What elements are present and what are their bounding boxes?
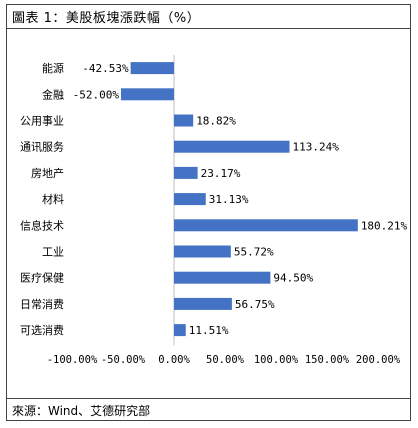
bar (174, 271, 271, 284)
data-label: -52.00% (73, 88, 120, 101)
data-label: 55.72% (234, 246, 274, 259)
x-tick-label: -50.00% (101, 354, 146, 366)
bar (174, 114, 194, 127)
x-tick-label: 0.00% (158, 354, 190, 366)
x-tick-label: 50.00% (206, 354, 245, 366)
data-label: 56.75% (235, 298, 275, 311)
x-tick-label: 150.00% (305, 354, 350, 366)
source-note: 來源：Wind、艾德研究部 (12, 404, 151, 418)
source-divider (6, 398, 411, 399)
category-label: 可选消费 (20, 323, 64, 337)
bar (130, 62, 174, 75)
data-label: 94.50% (273, 272, 313, 285)
data-label: 18.82% (196, 115, 236, 128)
x-tick-label: -100.00% (47, 354, 98, 366)
bar (174, 297, 232, 310)
bar (174, 324, 186, 337)
x-tick-label: 200.00% (356, 354, 401, 366)
data-label: 11.51% (189, 324, 229, 337)
bar (174, 193, 206, 206)
chart-title: 圖表 1：美股板塊漲跌幅（%） (12, 11, 201, 26)
category-label: 能源 (42, 61, 64, 75)
category-label: 通讯服务 (20, 141, 64, 154)
data-label: 113.24% (293, 141, 340, 154)
title-divider (6, 28, 411, 29)
bar (120, 88, 174, 101)
category-label: 材料 (42, 192, 64, 206)
category-label: 公用事业 (20, 115, 64, 128)
category-label: 信息技术 (20, 218, 64, 232)
data-label: 31.13% (209, 193, 249, 206)
data-label: 23.17% (201, 167, 241, 180)
category-label: 医疗保健 (20, 271, 64, 285)
bar (174, 140, 290, 153)
category-label: 房地产 (31, 166, 64, 180)
x-tick-label: 100.00% (254, 354, 299, 366)
data-label: -42.53% (82, 62, 129, 75)
bar (174, 219, 358, 232)
data-label: 180.21% (361, 219, 408, 232)
category-label: 日常消费 (20, 297, 64, 311)
category-label: 工业 (42, 246, 64, 259)
bar (174, 166, 198, 179)
category-label: 金融 (42, 87, 64, 101)
bar (174, 245, 231, 258)
chart-frame (6, 4, 411, 421)
